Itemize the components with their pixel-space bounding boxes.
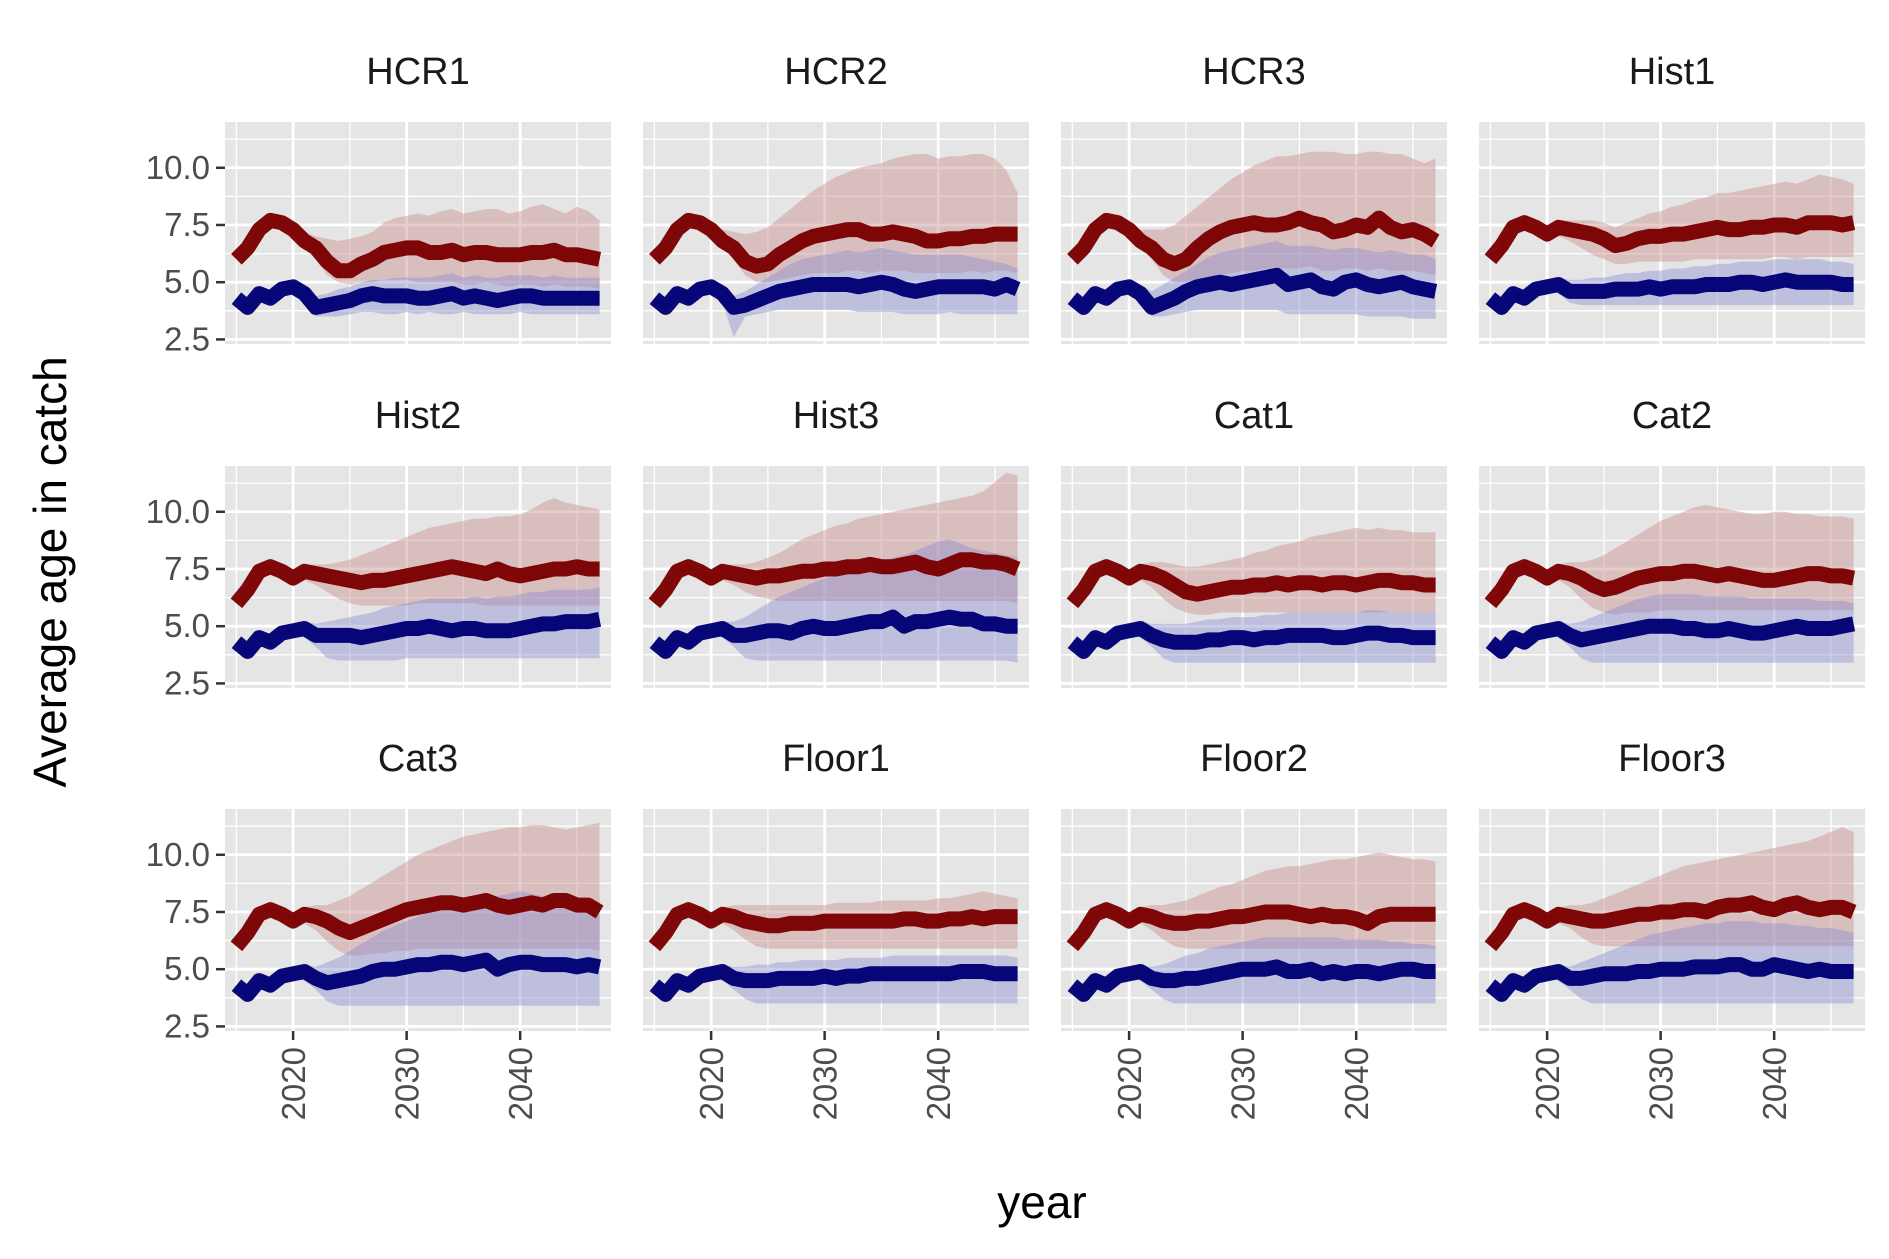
panel-Hist2: Hist2 2.5 5.0 7.5 10.0 — [146, 395, 611, 701]
y-tick-label: 7.5 — [164, 550, 210, 587]
y-axis-title: Average age in catch — [24, 356, 76, 787]
blue-series-line — [231, 611, 602, 659]
red-series-line — [231, 212, 602, 279]
panel-title: Hist2 — [375, 395, 462, 437]
x-axis-title: year — [997, 1176, 1086, 1228]
y-tick-label: 10.0 — [146, 836, 210, 873]
panel-Floor2: Floor2 2020 2030 2040 — [1061, 738, 1447, 1120]
blue-series-line — [1067, 267, 1438, 315]
red-series-line — [1066, 902, 1436, 952]
x-tick-label: 2020 — [275, 1047, 312, 1120]
blue-series-line — [1067, 621, 1436, 659]
blue-series-band — [654, 247, 1018, 338]
x-tick-label: 2040 — [502, 1047, 539, 1120]
red-series-band — [1490, 174, 1854, 264]
blue-series-line — [1485, 272, 1854, 315]
x-tick-label: 2030 — [389, 1047, 426, 1120]
facet-panels: HCR1 2.5 5.0 7.5 10.0 HCR2 HCR3 Hist1 Hist2 2.5 5.… — [146, 51, 1865, 1120]
red-series-line — [1066, 559, 1436, 609]
panel-Cat3: Cat3 2.5 5.0 7.5 10.0 2020 2030 2040 — [146, 738, 611, 1120]
red-series-line — [1484, 215, 1856, 265]
y-tick-label: 5.0 — [164, 950, 210, 987]
panel-title: Cat2 — [1632, 395, 1712, 437]
y-tick-label: 5.0 — [164, 263, 210, 300]
panel-title: Hist3 — [793, 395, 880, 437]
panel-title: Cat1 — [1214, 395, 1294, 437]
x-tick-label: 2030 — [1643, 1047, 1680, 1120]
y-tick-label: 5.0 — [164, 607, 210, 644]
red-series-line — [1484, 559, 1856, 609]
panel-title: Hist1 — [1629, 51, 1716, 93]
panel-Cat2: Cat2 — [1479, 395, 1865, 688]
panel-title: Floor1 — [782, 738, 890, 780]
blue-series-line — [1067, 959, 1436, 1002]
red-series-line — [1067, 210, 1440, 272]
red-series-line — [649, 212, 1018, 274]
panel-Floor1: Floor1 2020 2030 2040 — [643, 738, 1029, 1120]
panel-title: Floor2 — [1200, 738, 1308, 780]
red-series-line — [648, 552, 1021, 609]
panel-Floor3: Floor3 2020 2030 2040 — [1479, 738, 1865, 1120]
panel-Hist1: Hist1 — [1479, 51, 1865, 344]
red-series-line — [648, 902, 1018, 952]
x-tick-label: 2030 — [1225, 1047, 1262, 1120]
x-tick-label: 2040 — [1756, 1047, 1793, 1120]
panel-title: HCR1 — [366, 51, 469, 93]
x-tick-label: 2020 — [1111, 1047, 1148, 1120]
panel-title: Floor3 — [1618, 738, 1726, 780]
blue-series-line — [649, 274, 1021, 315]
panel-Hist3: Hist3 — [643, 395, 1029, 688]
x-tick-label: 2040 — [920, 1047, 957, 1120]
y-tick-label: 2.5 — [164, 1007, 210, 1044]
y-tick-label: 2.5 — [164, 320, 210, 357]
x-tick-label: 2030 — [807, 1047, 844, 1120]
x-tick-label: 2020 — [693, 1047, 730, 1120]
y-tick-label: 7.5 — [164, 893, 210, 930]
y-tick-label: 7.5 — [164, 206, 210, 243]
panel-HCR2: HCR2 — [643, 51, 1029, 344]
blue-series-line — [231, 279, 600, 315]
red-series-band — [1072, 527, 1436, 615]
blue-series-line — [649, 964, 1018, 1002]
x-tick-label: 2020 — [1529, 1047, 1566, 1120]
blue-series-line — [1485, 616, 1856, 659]
panel-title: HCR3 — [1202, 51, 1305, 93]
x-tick-label: 2040 — [1338, 1047, 1375, 1120]
panel-HCR3: HCR3 — [1061, 51, 1447, 344]
y-tick-label: 2.5 — [164, 664, 210, 701]
red-series-line — [1484, 895, 1857, 952]
y-tick-label: 10.0 — [146, 149, 210, 186]
panel-title: Cat3 — [378, 738, 458, 780]
panel-Cat1: Cat1 — [1061, 395, 1447, 688]
red-series-line — [230, 559, 600, 609]
panel-title: HCR2 — [784, 51, 887, 93]
blue-series-line — [649, 609, 1018, 659]
blue-series-line — [1485, 957, 1854, 1002]
panel-HCR1: HCR1 2.5 5.0 7.5 10.0 — [146, 51, 611, 357]
red-series-line — [230, 893, 604, 952]
blue-series-line — [231, 952, 602, 1002]
y-tick-label: 10.0 — [146, 493, 210, 530]
